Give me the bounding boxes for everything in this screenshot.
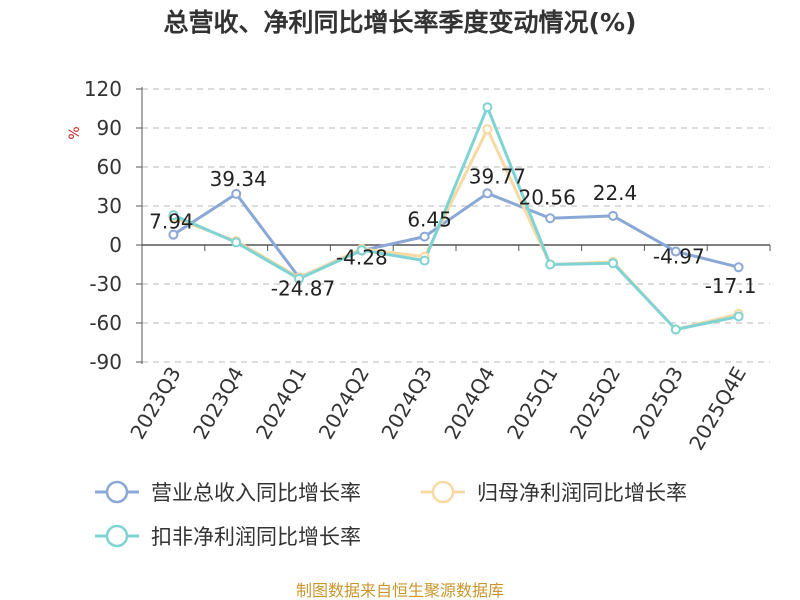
x-tick-label: 2025Q4E [684,363,751,455]
y-tick-label: -90 [89,350,122,374]
data-point-series-3 [231,237,242,248]
series-lines [172,105,739,331]
data-label: 6.45 [407,208,452,232]
data-point-series-1 [608,210,618,221]
y-tick-label: 90 [97,116,122,140]
y-tick-label: 0 [109,233,122,257]
y-tick-label: -30 [89,272,122,296]
data-point-series-1 [670,246,681,257]
data-point-series-1 [168,229,179,240]
data-label: -17.1 [705,274,757,298]
legend-label: 扣非净利润同比增长率 [151,525,361,549]
x-axis: 2023Q3 2023Q4 2024Q1 2024Q2 2024Q3 2024Q4 2025… [125,244,771,455]
x-tick-label: 2025Q2 [565,363,625,444]
legend-item-2[interactable]: 归母净利润同比增长率 [421,480,687,505]
chart-title: 总营收、净利同比增长率季度变动情况(%) [164,8,637,37]
y-tick-label: -60 [89,311,122,335]
x-tick-label: 2024Q1 [251,363,311,444]
x-tick-label: 2025Q1 [502,363,562,444]
data-point-series-1 [482,188,493,199]
data-point-series-3 [356,245,367,256]
data-point-series-3 [670,324,681,335]
data-point-series-3 [733,311,744,322]
x-tick-label: 2023Q4 [188,363,248,444]
data-point-series-1 [419,231,430,242]
legend-label: 归母净利润同比增长率 [477,481,687,505]
data-label: 7.94 [149,210,194,234]
y-tick-label: 60 [97,155,122,179]
data-label: 22.4 [593,181,638,205]
x-tick-label: 2024Q3 [376,363,436,444]
y-tick-label: 120 [84,77,122,101]
legend-marker [105,480,129,504]
y-axis: 120 90 60 30 0 -30 -60 -90% [67,77,143,374]
data-point-series-3 [168,210,179,221]
x-tick-label: 2024Q2 [314,363,374,444]
data-label: 20.56 [519,185,576,209]
data-point-series-1 [545,213,556,224]
data-point-series-1 [231,188,242,199]
data-label: -4.28 [336,246,388,270]
series-line-1 [172,191,739,279]
data-point-series-1 [733,262,744,273]
data-point-series-3 [545,259,556,270]
data-label: -24.87 [271,276,335,300]
legend-label: 营业总收入同比增长率 [151,481,361,505]
legend-item-3[interactable]: 扣非净利润同比增长率 [95,524,361,549]
data-label: 39.34 [210,167,267,191]
x-tick-label: 2024Q4 [439,363,499,444]
data-label: 39.77 [469,164,526,188]
data-point-series-2 [482,124,493,135]
data-label: -4.97 [653,244,705,268]
legend-marker [431,480,455,504]
source-note: 制图数据来自恒生聚源数据库 [296,581,504,600]
data-point-series-3 [482,102,493,113]
x-tick-label: 2023Q3 [125,363,185,444]
y-tick-label: 30 [97,194,122,218]
gridlines [142,88,770,363]
legend-marker [105,524,129,548]
series-line-2 [172,127,739,331]
data-point-series-3 [294,273,304,284]
data-point-series-3 [608,258,618,269]
y-axis-unit: % [67,126,83,139]
legend-item-1[interactable]: 营业总收入同比增长率 [95,480,361,505]
series-points [168,102,744,335]
data-point-series-3 [419,255,430,266]
x-tick-label: 2025Q3 [628,363,688,444]
series-line-3 [172,105,739,331]
